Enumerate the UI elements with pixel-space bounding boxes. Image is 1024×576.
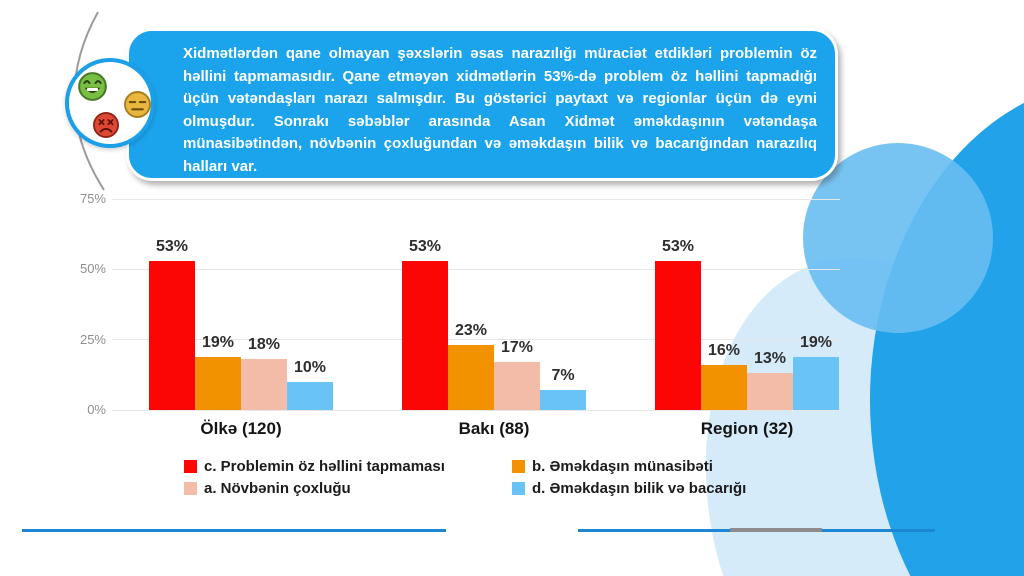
legend-label: a. Növbənin çoxluğu	[204, 480, 351, 497]
bar	[540, 390, 586, 410]
bar	[287, 382, 333, 410]
bar	[747, 373, 793, 410]
bar	[448, 345, 494, 410]
gridline	[112, 268, 840, 270]
legend-label: d. Əməkdaşın bilik və bacarığı	[532, 480, 747, 497]
bar	[241, 359, 287, 410]
legend-item: b. Əməkdaşın münasibəti	[512, 456, 746, 477]
legend-swatch-icon	[512, 460, 525, 473]
legend-swatch-icon	[184, 482, 197, 495]
bar	[149, 261, 195, 410]
bar-value-label: 19%	[201, 334, 235, 351]
bar	[793, 357, 839, 410]
bar	[701, 365, 747, 410]
chart-legend: c. Problemin öz həllini tapmaması b. Əmək…	[184, 456, 746, 499]
category-label: Bakı (88)	[458, 419, 530, 438]
y-axis-tick-label: 50%	[79, 261, 106, 277]
bar-value-label: 16%	[707, 342, 741, 359]
bar-value-label: 23%	[454, 322, 488, 339]
translucent-circle-decor	[803, 143, 993, 333]
y-axis-tick-label: 25%	[79, 331, 106, 347]
bar	[402, 261, 448, 410]
legend-swatch-icon	[512, 482, 525, 495]
legend-swatch-icon	[184, 460, 197, 473]
legend-item: c. Problemin öz həllini tapmaması	[184, 456, 512, 477]
bar-value-label: 17%	[500, 339, 534, 356]
legend-label: c. Problemin öz həllini tapmaması	[204, 458, 445, 475]
category-label: Region (32)	[700, 419, 794, 438]
bar-value-label: 13%	[753, 350, 787, 367]
bar-value-label: 10%	[293, 359, 327, 376]
gridline	[112, 339, 840, 341]
legend-item: d. Əməkdaşın bilik və bacarığı	[512, 478, 746, 499]
callout-box: Xidmətlərdən qane olmayan şəxslərin əsas…	[126, 28, 838, 181]
gridline	[112, 409, 840, 411]
callout-text: Xidmətlərdən qane olmayan şəxslərin əsas…	[183, 45, 817, 175]
bar	[655, 261, 701, 410]
bottom-rule-gray-segment	[730, 528, 822, 532]
bar-value-label: 53%	[408, 238, 442, 255]
unamused-face-icon	[124, 91, 151, 118]
laughing-face-icon	[78, 72, 107, 101]
bar	[494, 362, 540, 410]
bottom-rule-left	[22, 529, 446, 532]
bar-value-label: 53%	[155, 238, 189, 255]
bar-value-label: 7%	[551, 367, 575, 384]
bar	[195, 357, 241, 410]
angry-face-icon	[93, 112, 119, 138]
bar-value-label: 18%	[247, 336, 281, 353]
bar-value-label: 19%	[799, 334, 833, 351]
legend-item: a. Növbənin çoxluğu	[184, 478, 512, 499]
y-axis-tick-label: 75%	[79, 191, 106, 206]
y-axis-tick-label: 0%	[87, 402, 106, 417]
gridline	[112, 198, 840, 200]
bar-value-label: 53%	[661, 238, 695, 255]
legend-label: b. Əməkdaşın münasibəti	[532, 458, 713, 475]
category-label: Ölkə (120)	[200, 419, 282, 438]
emoji-badge	[65, 58, 155, 148]
